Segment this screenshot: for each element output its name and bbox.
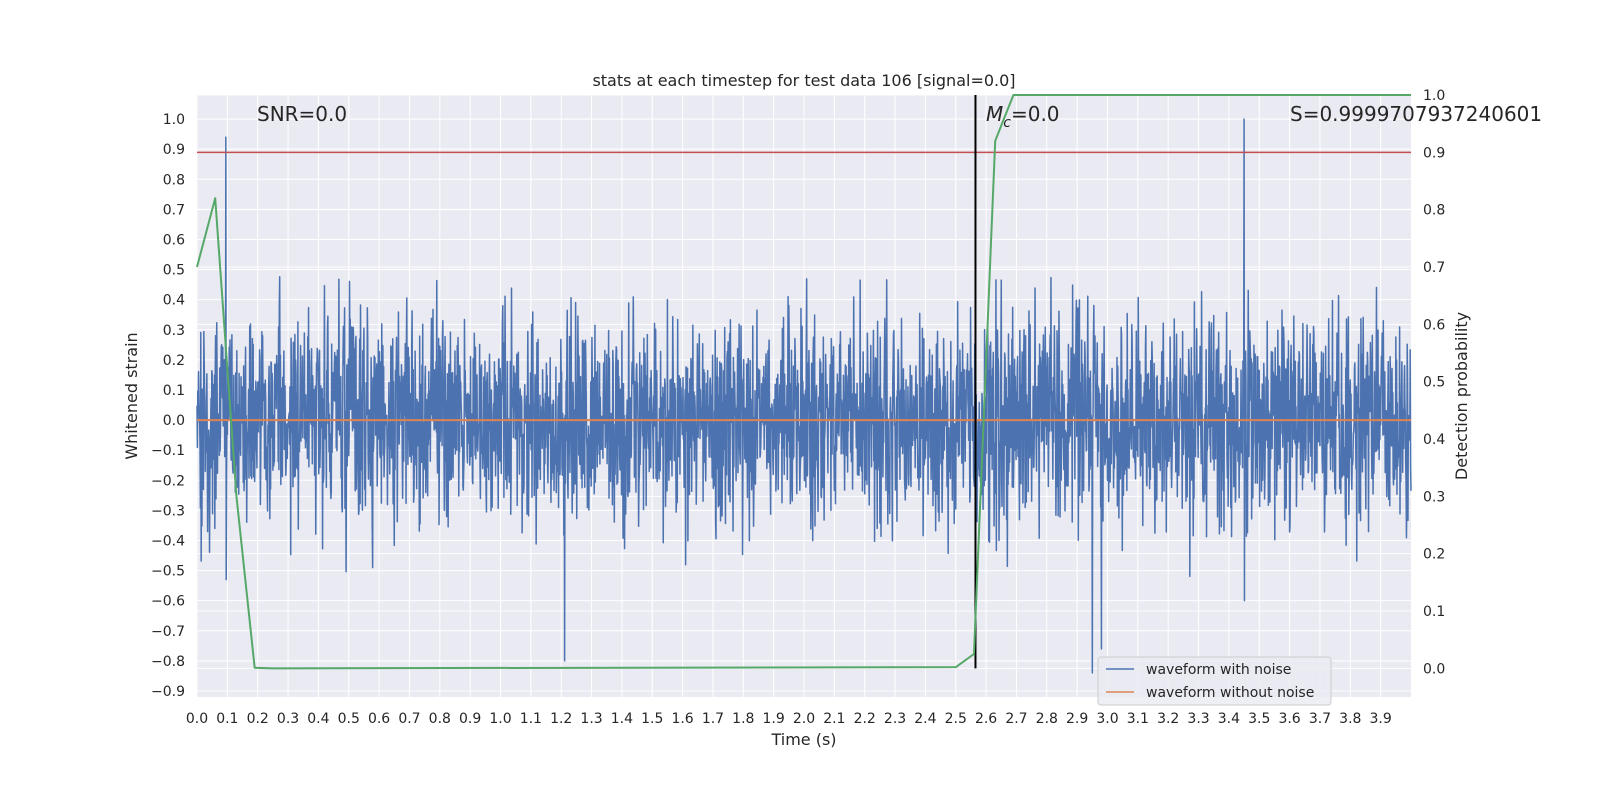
y-axis-label: Whitened strain [122, 332, 141, 459]
legend-entry-noise: waveform with noise [1146, 662, 1291, 678]
y-tick-label: −0.7 [151, 624, 185, 640]
x-tick-label: 2.2 [854, 711, 876, 727]
x-tick-label: 2.1 [823, 711, 845, 727]
x-tick-label: 1.3 [580, 711, 602, 727]
x-tick-label: 3.8 [1339, 711, 1361, 727]
y-right-tick-label: 0.5 [1423, 375, 1445, 391]
y-right-tick-label: 0.3 [1423, 489, 1445, 505]
x-tick-label: 2.7 [1005, 711, 1027, 727]
legend-entry-clean: waveform without noise [1146, 685, 1314, 701]
y-tick-label: −0.9 [151, 684, 185, 700]
y-tick-label: −0.3 [151, 503, 185, 519]
y-tick-label: −0.5 [151, 564, 185, 580]
series-layer [196, 94, 1411, 670]
y-right-tick-label: 0.4 [1423, 432, 1445, 448]
y-tick-label: 0.7 [163, 202, 185, 218]
chirp-mass-symbol: M [986, 102, 1003, 126]
y-tick-label: 0.2 [163, 353, 185, 369]
x-tick-label: 3.9 [1370, 711, 1392, 727]
x-tick-label: 0.0 [186, 711, 208, 727]
y-tick-label: 0.8 [163, 172, 185, 188]
y-tick-label: −0.4 [151, 533, 185, 549]
x-tick-label: 1.9 [763, 711, 785, 727]
y-tick-label: 0.0 [163, 413, 185, 429]
waveform-with-noise-line [196, 118, 1412, 674]
y-right-tick-label: 0.1 [1423, 604, 1445, 620]
x-tick-label: 2.8 [1036, 711, 1058, 727]
y-right-tick-label: 1.0 [1423, 88, 1445, 104]
x-tick-label: 1.6 [671, 711, 693, 727]
y-right-tick-label: 0.7 [1423, 260, 1445, 276]
legend-box [1097, 656, 1332, 706]
x-tick-label: 1.5 [641, 711, 663, 727]
legend: waveform with noise waveform without noi… [1097, 656, 1332, 706]
y-right-tick-label: 0.6 [1423, 317, 1445, 333]
y-tick-label: −0.8 [151, 654, 185, 670]
y-right-tick-label: 0.0 [1423, 661, 1445, 677]
y-tick-label: 0.1 [163, 383, 185, 399]
x-tick-label: 2.9 [1066, 711, 1088, 727]
x-tick-label: 0.8 [429, 711, 451, 727]
y-tick-label: 0.5 [163, 263, 185, 279]
x-tick-label: 3.2 [1157, 711, 1179, 727]
snr-annotation: SNR=0.0 [257, 102, 347, 126]
x-tick-label: 0.7 [398, 711, 420, 727]
x-tick-label: 2.5 [945, 711, 967, 727]
x-tick-label: 3.0 [1096, 711, 1118, 727]
x-tick-label: 0.6 [368, 711, 390, 727]
x-tick-label: 0.4 [307, 711, 329, 727]
chirp-mass-annotation: Mc=0.0 [986, 102, 1060, 131]
x-tick-label: 1.7 [702, 711, 724, 727]
waveform-with-noise-path [196, 118, 1412, 674]
x-tick-label: 0.1 [216, 711, 238, 727]
y-right-tick-label: 0.2 [1423, 547, 1445, 563]
x-tick-label: 2.0 [793, 711, 815, 727]
x-tick-label: 1.8 [732, 711, 754, 727]
y-tick-label: 0.6 [163, 232, 185, 248]
x-tick-label: 3.7 [1309, 711, 1331, 727]
x-tick-label: 3.3 [1187, 711, 1209, 727]
x-tick-label: 3.1 [1127, 711, 1149, 727]
y-tick-label: 0.3 [163, 323, 185, 339]
y-right-tick-label: 0.8 [1423, 203, 1445, 219]
y-tick-label: −0.2 [151, 473, 185, 489]
x-tick-label: 2.6 [975, 711, 997, 727]
x-tick-label: 3.6 [1278, 711, 1300, 727]
x-tick-label: 1.4 [611, 711, 633, 727]
x-tick-label: 0.5 [338, 711, 360, 727]
tick-labels: 0.0 0.1 0.2 0.3 0.4 0.5 0.6 0.7 0.8 0.9 1.0 1.1 1.2 1… [151, 88, 1445, 727]
x-tick-label: 1.2 [550, 711, 572, 727]
chirp-mass-value: =0.0 [1011, 102, 1060, 126]
y-tick-label: 0.4 [163, 293, 185, 309]
x-tick-label: 0.9 [459, 711, 481, 727]
chart-title: stats at each timestep for test data 106… [592, 71, 1015, 90]
x-tick-label: 1.1 [520, 711, 542, 727]
x-tick-label: 1.0 [489, 711, 511, 727]
y-tick-label: 0.9 [163, 142, 185, 158]
y-tick-label: 1.0 [163, 112, 185, 128]
x-axis-label: Time (s) [770, 730, 836, 749]
y-axis-right-label: Detection probability [1452, 312, 1471, 480]
y-tick-label: −0.1 [151, 443, 185, 459]
y-right-tick-label: 0.9 [1423, 145, 1445, 161]
x-tick-label: 2.3 [884, 711, 906, 727]
x-tick-label: 0.3 [277, 711, 299, 727]
x-tick-label: 2.4 [914, 711, 936, 727]
x-tick-label: 3.4 [1218, 711, 1240, 727]
detection-probability-line [196, 94, 1411, 670]
y-tick-label: −0.6 [151, 594, 185, 610]
score-annotation: S=0.9999707937240601 [1290, 102, 1542, 126]
x-tick-label: 3.5 [1248, 711, 1270, 727]
chirp-mass-subscript: c [1003, 115, 1011, 131]
x-tick-label: 0.2 [247, 711, 269, 727]
